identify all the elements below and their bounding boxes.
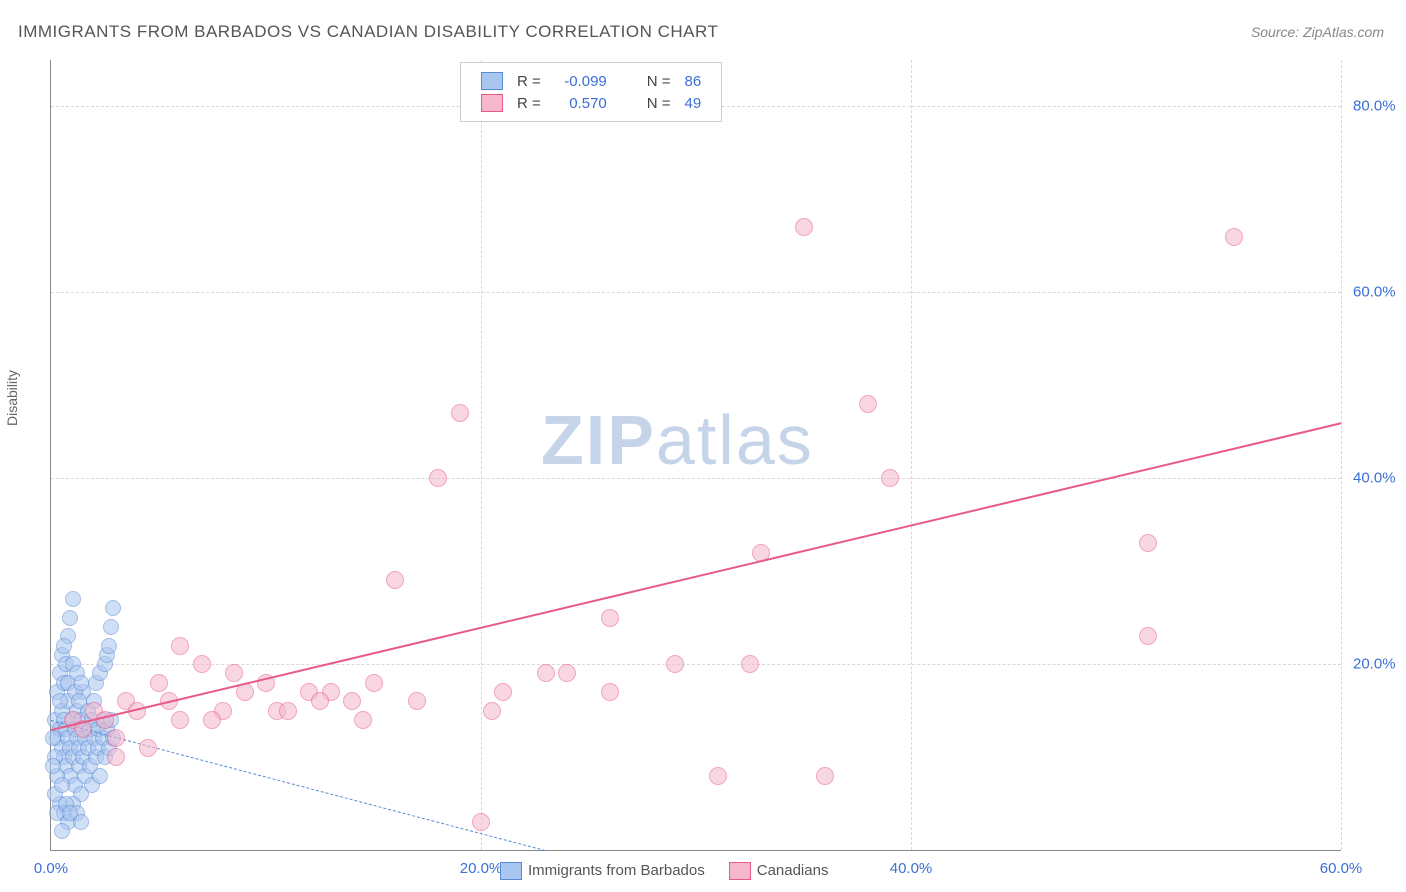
data-point (139, 739, 157, 757)
gridline-vertical (1341, 60, 1342, 850)
legend-swatch (481, 94, 503, 112)
n-value: 49 (679, 93, 708, 113)
data-point (343, 692, 361, 710)
data-point (386, 571, 404, 589)
gridline-horizontal (51, 478, 1341, 479)
legend-swatch (500, 862, 522, 880)
data-point (472, 813, 490, 831)
data-point (62, 610, 78, 626)
data-point (65, 591, 81, 607)
y-axis-title: Disability (4, 370, 20, 426)
r-value: 0.570 (549, 93, 613, 113)
legend-item: Canadians (729, 862, 829, 880)
gridline-vertical (481, 60, 482, 850)
data-point (203, 711, 221, 729)
trend-line (51, 720, 546, 851)
data-point (859, 395, 877, 413)
data-point (107, 748, 125, 766)
gridline-horizontal (51, 292, 1341, 293)
watermark-atlas: atlas (656, 401, 814, 479)
data-point (73, 675, 89, 691)
data-point (483, 702, 501, 720)
data-point (311, 692, 329, 710)
watermark-zip: ZIP (541, 401, 656, 479)
data-point (666, 655, 684, 673)
data-point (171, 637, 189, 655)
gridline-horizontal (51, 664, 1341, 665)
data-point (62, 805, 78, 821)
data-point (54, 777, 70, 793)
data-point (408, 692, 426, 710)
data-point (1225, 228, 1243, 246)
data-point (225, 664, 243, 682)
r-label: R = (511, 71, 547, 91)
legend-row: R =-0.099 N =86 (475, 71, 707, 91)
y-tick-label: 20.0% (1353, 656, 1396, 673)
data-point (107, 729, 125, 747)
data-point (537, 664, 555, 682)
data-point (881, 469, 899, 487)
series-legend: Immigrants from Barbados Canadians (500, 862, 828, 880)
chart-title: IMMIGRANTS FROM BARBADOS VS CANADIAN DIS… (18, 22, 718, 42)
data-point (558, 664, 576, 682)
legend-item: Immigrants from Barbados (500, 862, 705, 880)
data-point (741, 655, 759, 673)
y-tick-label: 40.0% (1353, 470, 1396, 487)
legend-label: Canadians (757, 862, 829, 879)
legend-label: Immigrants from Barbados (528, 862, 705, 879)
data-point (816, 767, 834, 785)
source-attribution: Source: ZipAtlas.com (1251, 24, 1384, 40)
x-tick-label: 60.0% (1320, 860, 1363, 877)
legend-swatch (729, 862, 751, 880)
data-point (56, 638, 72, 654)
data-point (354, 711, 372, 729)
data-point (709, 767, 727, 785)
x-tick-label: 20.0% (460, 860, 503, 877)
x-tick-label: 40.0% (890, 860, 933, 877)
data-point (601, 609, 619, 627)
n-label: N = (641, 71, 677, 91)
data-point (494, 683, 512, 701)
data-point (795, 218, 813, 236)
data-point (45, 730, 61, 746)
data-point (54, 823, 70, 839)
y-tick-label: 80.0% (1353, 98, 1396, 115)
trend-line (51, 422, 1341, 731)
correlation-legend: R =-0.099 N =86 R =0.570 N =49 (460, 62, 722, 122)
y-tick-label: 60.0% (1353, 284, 1396, 301)
data-point (279, 702, 297, 720)
data-point (45, 758, 61, 774)
data-point (103, 619, 119, 635)
data-point (52, 693, 68, 709)
n-label: N = (641, 93, 677, 113)
data-point (1139, 534, 1157, 552)
n-value: 86 (679, 71, 708, 91)
watermark: ZIPatlas (541, 400, 814, 480)
scatter-plot-area: ZIPatlas 20.0%40.0%60.0%80.0%0.0%20.0%40… (50, 60, 1341, 851)
data-point (451, 404, 469, 422)
x-tick-label: 0.0% (34, 860, 68, 877)
r-value: -0.099 (549, 71, 613, 91)
data-point (1139, 627, 1157, 645)
data-point (601, 683, 619, 701)
data-point (101, 638, 117, 654)
r-label: R = (511, 93, 547, 113)
data-point (171, 711, 189, 729)
data-point (365, 674, 383, 692)
data-point (150, 674, 168, 692)
data-point (429, 469, 447, 487)
data-point (92, 768, 108, 784)
data-point (105, 600, 121, 616)
legend-row: R =0.570 N =49 (475, 93, 707, 113)
data-point (193, 655, 211, 673)
legend-swatch (481, 72, 503, 90)
gridline-vertical (911, 60, 912, 850)
